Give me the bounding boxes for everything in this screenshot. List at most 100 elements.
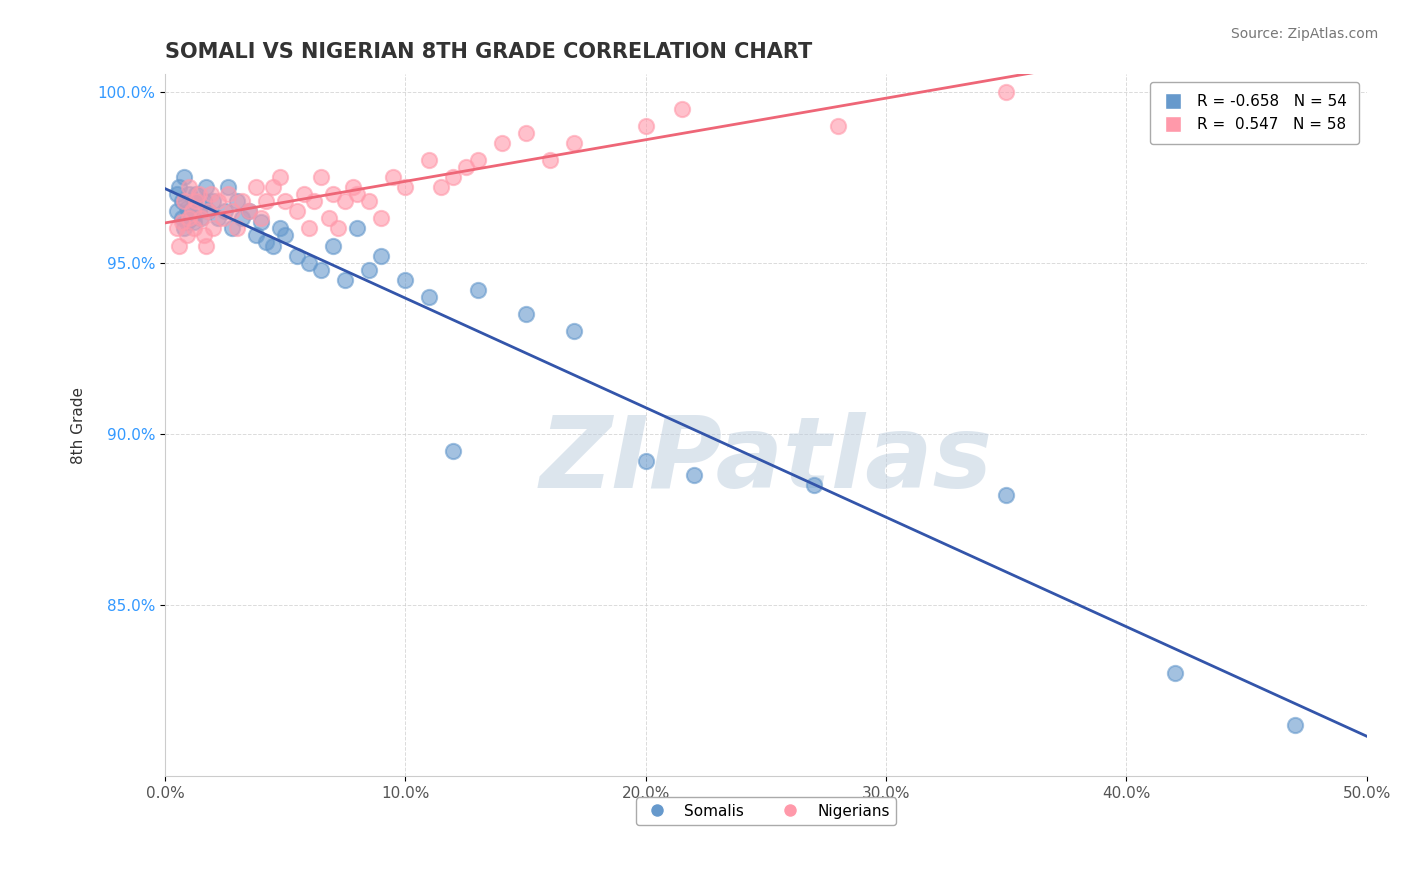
Point [467,153,489,167]
Point [443,444,465,458]
Point [254,235,277,249]
Point [294,187,316,202]
Y-axis label: 8th Grade: 8th Grade [72,387,86,464]
Point [200,187,222,202]
Point [274,194,297,208]
Point [238,204,260,219]
Point [169,180,191,194]
Point [298,221,321,235]
Point [183,194,205,208]
Point [231,211,253,226]
Point [827,119,849,133]
Point [467,283,489,297]
Point [515,307,537,321]
Point [180,211,202,226]
Point [634,119,657,133]
Point [335,273,357,287]
Point [221,204,243,219]
Point [166,221,188,235]
Point [370,249,392,263]
Point [197,204,219,219]
Point [231,194,253,208]
Point [179,187,201,202]
Point [194,238,217,252]
Point [995,85,1018,99]
Point [322,238,344,252]
Point [250,211,273,226]
Point [193,228,215,243]
Point [394,180,416,194]
Point [207,211,229,226]
Point [335,194,357,208]
Point [346,221,368,235]
Point [262,180,284,194]
Point [202,221,225,235]
Point [186,194,208,208]
Point [170,211,193,226]
Point [285,204,308,219]
Point [217,180,239,194]
Point [346,187,368,202]
Point [202,194,225,208]
Point [194,180,217,194]
Point [671,102,693,116]
Point [245,228,267,243]
Point [269,221,291,235]
Point [180,204,202,219]
Point [1284,718,1306,732]
Point [186,187,208,202]
Point [221,221,243,235]
Point [562,136,585,150]
Point [187,187,209,202]
Point [515,126,537,140]
Text: ZIPatlas: ZIPatlas [540,412,993,509]
Point [269,170,291,185]
Point [183,214,205,228]
Point [250,214,273,228]
Point [170,194,193,208]
Point [245,180,267,194]
Point [298,256,321,270]
Point [173,170,195,185]
Point [176,201,198,215]
Point [179,180,201,194]
Point [995,488,1018,502]
Point [370,211,392,226]
Point [217,187,239,202]
Point [318,211,340,226]
Point [342,180,364,194]
Point [311,262,333,277]
Point [254,194,277,208]
Point [322,187,344,202]
Point [179,211,201,226]
Point [311,170,333,185]
Point [634,454,657,468]
Point [176,214,198,228]
Point [169,238,191,252]
Point [359,262,381,277]
Point [166,204,188,219]
Point [326,221,349,235]
Point [803,478,825,492]
Point [394,273,416,287]
Point [183,221,205,235]
Point [170,214,193,228]
Point [382,170,405,185]
Legend: Somalis, Nigerians: Somalis, Nigerians [636,797,896,825]
Point [193,194,215,208]
Point [274,228,297,243]
Text: Source: ZipAtlas.com: Source: ZipAtlas.com [1230,27,1378,41]
Point [211,211,233,226]
Point [214,204,236,219]
Point [443,170,465,185]
Point [359,194,381,208]
Point [226,194,249,208]
Point [1163,666,1185,681]
Point [226,221,249,235]
Point [166,187,188,202]
Point [418,290,440,304]
Point [187,204,209,219]
Point [262,238,284,252]
Point [682,467,704,482]
Point [538,153,561,167]
